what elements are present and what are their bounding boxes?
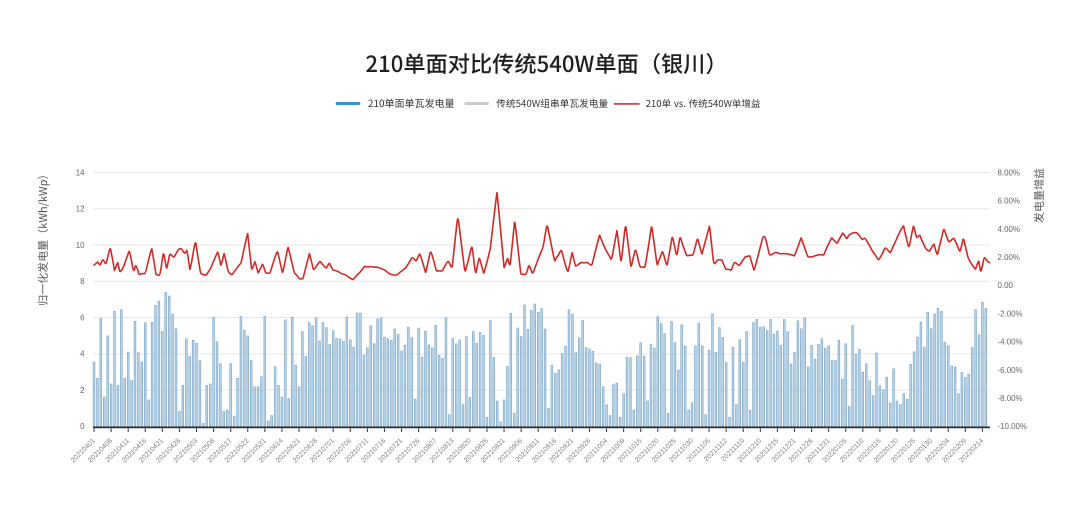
svg-text:2.00%: 2.00% [998,253,1020,262]
svg-text:10: 10 [76,241,85,250]
svg-text:-10.00%: -10.00% [998,422,1027,431]
svg-text:-4.00%: -4.00% [998,338,1023,347]
svg-text:8: 8 [80,277,85,286]
svg-text:-6.00%: -6.00% [998,366,1023,375]
svg-text:8.00%: 8.00% [998,168,1020,177]
svg-text:14: 14 [76,168,85,177]
svg-text:-2.00%: -2.00% [998,309,1023,318]
svg-text:6: 6 [80,313,85,322]
svg-text:6.00%: 6.00% [998,197,1020,206]
svg-text:0.00: 0.00 [998,281,1014,290]
svg-text:-8.00%: -8.00% [998,394,1023,403]
svg-text:0: 0 [80,422,85,431]
svg-text:2: 2 [80,386,84,395]
svg-text:4.00%: 4.00% [998,225,1020,234]
svg-text:4: 4 [80,350,85,359]
svg-text:12: 12 [76,205,85,214]
